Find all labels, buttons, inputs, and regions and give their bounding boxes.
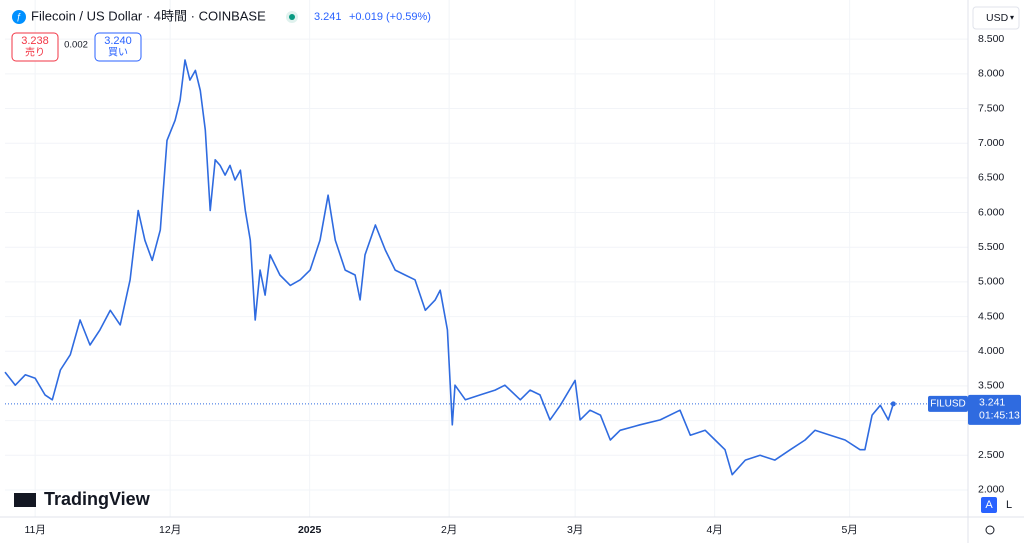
sell-price: 3.238 [21,35,49,47]
x-tick-label: 2月 [441,524,457,536]
y-tick-label: 6.500 [978,172,1004,184]
x-tick-label: 5月 [841,524,857,536]
y-tick-label: 4.500 [978,310,1004,322]
auto-scale: A [985,499,993,511]
currency: USD [986,12,1009,24]
y-tick-label: 4.000 [978,345,1004,357]
currency-caret: ▾ [1010,13,1014,22]
y-tick-label: 3.500 [978,380,1004,392]
settings-icon[interactable] [985,525,995,535]
buy-button[interactable] [94,32,142,62]
symbol-icon-glyph: ƒ [16,11,21,21]
y-tick-label: 5.000 [978,276,1004,288]
status-dot [289,14,295,20]
price-line [4,59,895,476]
y-tick-label: 6.000 [978,206,1004,218]
symbol-tag [928,395,968,412]
y-tick-label: 8.000 [978,68,1004,80]
x-tick-label: 12月 [159,524,181,536]
logo: TradingView [44,489,151,509]
y-tick-label: 7.000 [978,137,1004,149]
header-change: +0.019 (+0.59%) [349,11,431,23]
y-tick-label: 2.500 [978,449,1004,461]
price-tag-value: 3.241 [979,397,1005,409]
y-tick-label: 8.500 [978,33,1004,45]
symbol-title: Filecoin / US Dollar · 4時間 · COINBASE [31,8,266,23]
y-tick-label: 7.500 [978,102,1004,114]
x-tick-label: 4月 [706,524,722,536]
sell-button[interactable] [11,32,59,62]
y-tick-label: 2.000 [978,484,1004,496]
buy-price: 3.240 [104,35,132,47]
price-tag [968,394,1021,425]
spread: 0.002 [64,40,88,51]
buy-label: 買い [108,47,128,59]
x-tick-label: 2025 [298,524,322,536]
price-tag-countdown: 01:45:13 [979,410,1020,422]
x-tick-label: 3月 [567,524,583,536]
y-tick-label: 5.500 [978,241,1004,253]
header-price: 3.241 [314,11,342,23]
log-scale[interactable]: L [1006,499,1012,511]
currency-button[interactable] [972,6,1020,30]
x-tick-label: 11月 [24,524,45,536]
symbol-tag-label: FILUSD [930,399,966,410]
auto-scale-button[interactable] [981,497,997,513]
logo-mark [14,493,36,507]
sell-label: 売り [25,46,45,59]
symbol-icon [12,10,26,24]
